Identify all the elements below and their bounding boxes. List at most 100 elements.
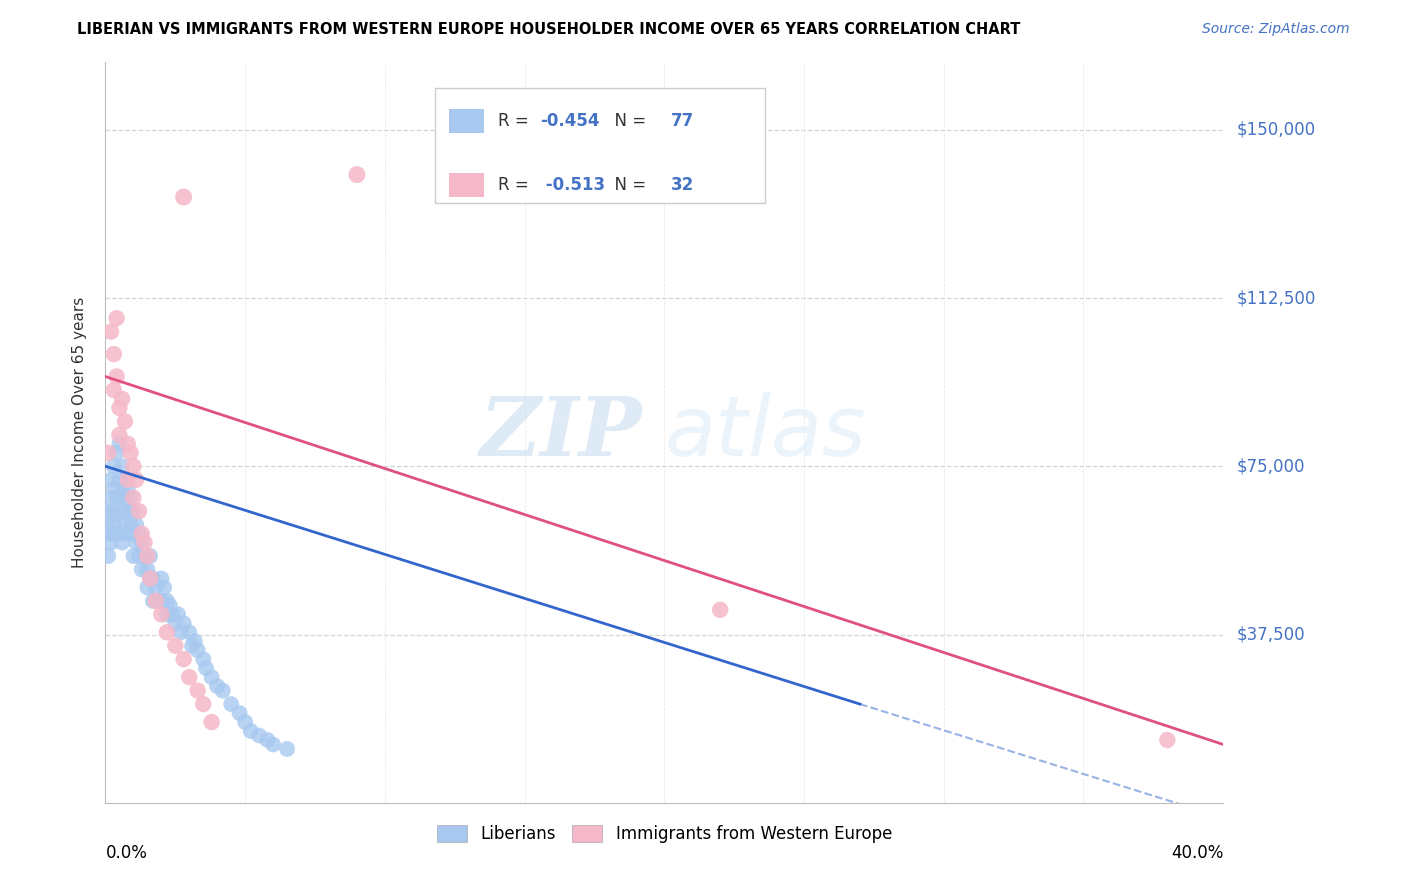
Point: [170, 625, 193, 640]
Point: [165, 639, 187, 653]
Point: [108, 491, 131, 505]
Point: [207, 679, 229, 693]
Point: [136, 581, 159, 595]
Point: [114, 517, 136, 532]
Point: [97, 549, 120, 563]
Text: 32: 32: [671, 176, 695, 194]
Point: [134, 549, 156, 563]
Point: [125, 535, 148, 549]
Point: [139, 571, 162, 585]
Point: [159, 599, 181, 613]
Point: [103, 482, 125, 496]
Point: [100, 526, 122, 541]
Point: [156, 607, 179, 622]
Point: [193, 652, 215, 666]
Point: [97, 517, 120, 532]
Point: [105, 369, 128, 384]
Point: [187, 643, 209, 657]
Text: N =: N =: [605, 112, 651, 130]
Point: [156, 625, 179, 640]
Point: [103, 517, 125, 532]
Point: [103, 526, 125, 541]
Point: [709, 603, 731, 617]
Point: [165, 616, 187, 631]
Text: R =: R =: [498, 112, 534, 130]
FancyBboxPatch shape: [449, 109, 485, 133]
Point: [117, 437, 139, 451]
Point: [114, 491, 136, 505]
Point: [181, 639, 204, 653]
Point: [111, 535, 134, 549]
Point: [179, 670, 201, 684]
Point: [108, 437, 131, 451]
Point: [103, 347, 125, 361]
Point: [219, 697, 242, 711]
Point: [100, 491, 122, 505]
Point: [108, 526, 131, 541]
Point: [173, 616, 195, 631]
Text: N =: N =: [605, 176, 651, 194]
Point: [114, 473, 136, 487]
Text: $112,500: $112,500: [1237, 289, 1316, 307]
Point: [103, 459, 125, 474]
Point: [122, 504, 145, 518]
Point: [114, 414, 136, 428]
Point: [142, 594, 165, 608]
Point: [142, 571, 165, 585]
Point: [108, 401, 131, 415]
Point: [256, 733, 278, 747]
Y-axis label: Householder Income Over 65 years: Householder Income Over 65 years: [72, 297, 87, 568]
Point: [117, 473, 139, 487]
Point: [120, 517, 142, 532]
Text: $150,000: $150,000: [1237, 120, 1316, 139]
Point: [120, 491, 142, 505]
Point: [187, 683, 209, 698]
Point: [122, 459, 145, 474]
Point: [105, 311, 128, 326]
Point: [100, 473, 122, 487]
Point: [136, 549, 159, 563]
Point: [103, 383, 125, 397]
FancyBboxPatch shape: [436, 88, 765, 203]
Point: [111, 459, 134, 474]
Point: [1156, 733, 1178, 747]
Point: [122, 526, 145, 541]
Point: [125, 517, 148, 532]
Point: [228, 706, 250, 720]
Point: [150, 571, 173, 585]
Point: [103, 504, 125, 518]
Point: [128, 549, 150, 563]
Point: [247, 729, 270, 743]
Text: -0.454: -0.454: [540, 112, 600, 130]
Point: [100, 535, 122, 549]
Point: [153, 581, 176, 595]
Point: [108, 473, 131, 487]
Point: [139, 571, 162, 585]
Point: [108, 428, 131, 442]
Text: $75,000: $75,000: [1237, 458, 1306, 475]
Point: [239, 724, 262, 739]
Text: ZIP: ZIP: [479, 392, 643, 473]
Point: [145, 581, 167, 595]
Point: [111, 392, 134, 406]
Point: [131, 562, 153, 576]
Point: [195, 661, 218, 675]
Point: [162, 607, 184, 622]
Point: [276, 742, 298, 756]
Point: [125, 473, 148, 487]
Point: [105, 491, 128, 505]
Point: [156, 594, 179, 608]
Point: [179, 625, 201, 640]
Point: [167, 607, 190, 622]
Point: [262, 738, 284, 752]
Point: [117, 526, 139, 541]
Point: [173, 190, 195, 204]
Point: [100, 325, 122, 339]
Point: [173, 652, 195, 666]
Point: [184, 634, 207, 648]
Point: [136, 562, 159, 576]
Text: 77: 77: [671, 112, 695, 130]
Text: $37,500: $37,500: [1237, 625, 1306, 643]
Point: [201, 714, 224, 729]
Text: -0.513: -0.513: [540, 176, 606, 194]
